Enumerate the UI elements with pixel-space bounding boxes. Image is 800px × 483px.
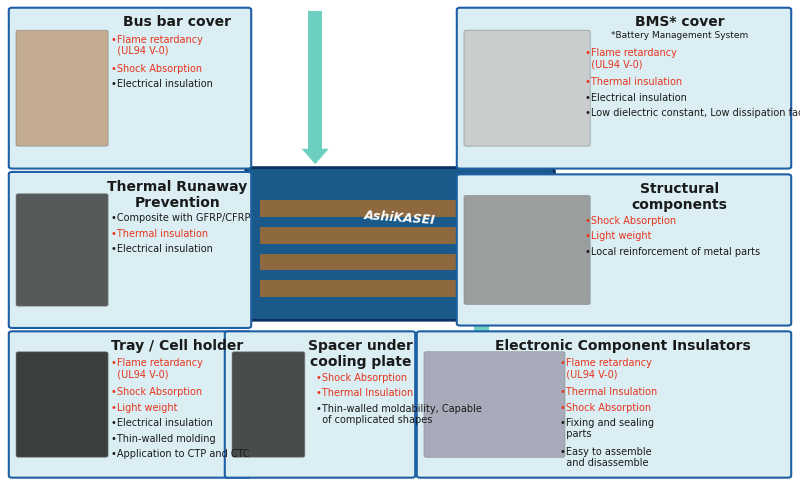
Text: •Thermal insulation: •Thermal insulation — [111, 229, 208, 239]
Polygon shape — [468, 11, 495, 26]
Polygon shape — [260, 254, 540, 270]
Text: •Flame retardancy
  (UL94 V-0): •Flame retardancy (UL94 V-0) — [111, 35, 203, 56]
Text: •Easy to assemble
  and disassemble: •Easy to assemble and disassemble — [560, 447, 651, 469]
Text: •Light weight: •Light weight — [111, 403, 178, 413]
Text: •Low dielectric constant, Low dissipation factor: •Low dielectric constant, Low dissipatio… — [585, 108, 800, 118]
Text: •Thermal insulation: •Thermal insulation — [585, 77, 682, 87]
FancyBboxPatch shape — [16, 352, 108, 457]
Text: •Thermal Insulation: •Thermal Insulation — [560, 387, 657, 398]
Text: •Application to CTP and CTC: •Application to CTP and CTC — [111, 449, 250, 459]
FancyBboxPatch shape — [246, 168, 554, 320]
Text: •Electrical insulation: •Electrical insulation — [111, 244, 213, 255]
Text: BMS* cover: BMS* cover — [635, 15, 725, 29]
FancyBboxPatch shape — [464, 30, 590, 146]
Polygon shape — [302, 149, 329, 164]
Text: •Thin-walled moldability, Capable
  of complicated shapes: •Thin-walled moldability, Capable of com… — [316, 404, 482, 425]
FancyBboxPatch shape — [457, 174, 791, 326]
FancyBboxPatch shape — [9, 331, 251, 478]
FancyBboxPatch shape — [16, 30, 108, 146]
Text: Thermal Runaway
Prevention: Thermal Runaway Prevention — [107, 180, 247, 210]
Polygon shape — [260, 227, 540, 244]
Polygon shape — [474, 189, 489, 333]
Text: Tray / Cell holder: Tray / Cell holder — [111, 339, 243, 353]
Text: Spacer under
cooling plate: Spacer under cooling plate — [308, 339, 413, 369]
Polygon shape — [302, 301, 329, 316]
Polygon shape — [468, 174, 495, 189]
FancyBboxPatch shape — [9, 8, 251, 169]
Text: •Shock Absorption: •Shock Absorption — [585, 216, 676, 226]
FancyBboxPatch shape — [9, 172, 251, 328]
Text: •Shock Absorption: •Shock Absorption — [316, 373, 407, 383]
Text: •Composite with GFRP/CFRP: •Composite with GFRP/CFRP — [111, 213, 250, 224]
FancyBboxPatch shape — [464, 196, 590, 304]
Text: •Light weight: •Light weight — [585, 231, 651, 242]
Text: Electronic Component Insulators: Electronic Component Insulators — [494, 339, 750, 353]
Text: •Flame retardancy
  (UL94 V-0): •Flame retardancy (UL94 V-0) — [585, 48, 677, 70]
Text: *Battery Management System: *Battery Management System — [611, 31, 748, 41]
Text: Bus bar cover: Bus bar cover — [123, 15, 231, 29]
Text: •Local reinforcement of metal parts: •Local reinforcement of metal parts — [585, 247, 760, 257]
Text: •Thin-walled molding: •Thin-walled molding — [111, 434, 216, 444]
FancyBboxPatch shape — [16, 194, 108, 306]
Text: •Flame retardancy
  (UL94 V-0): •Flame retardancy (UL94 V-0) — [111, 358, 203, 380]
Text: •Shock Absorption: •Shock Absorption — [111, 387, 202, 398]
Text: •Electrical insulation: •Electrical insulation — [111, 79, 213, 89]
FancyBboxPatch shape — [417, 331, 791, 478]
Text: AshiKASEI: AshiKASEI — [364, 209, 436, 227]
Text: •Electrical insulation: •Electrical insulation — [111, 418, 213, 428]
Text: •Thermal Insulation: •Thermal Insulation — [316, 388, 414, 398]
Text: •Fixing and sealing
  parts: •Fixing and sealing parts — [560, 418, 654, 440]
Text: •Flame retardancy
  (UL94 V-0): •Flame retardancy (UL94 V-0) — [560, 358, 652, 380]
Text: •Shock Absorption: •Shock Absorption — [560, 403, 651, 413]
FancyBboxPatch shape — [424, 352, 565, 457]
FancyBboxPatch shape — [232, 352, 305, 457]
Text: •Electrical insulation: •Electrical insulation — [585, 93, 686, 103]
Polygon shape — [260, 280, 540, 297]
Polygon shape — [308, 11, 322, 149]
Polygon shape — [308, 174, 322, 301]
Polygon shape — [260, 200, 540, 217]
Polygon shape — [474, 26, 489, 174]
FancyBboxPatch shape — [457, 8, 791, 169]
FancyBboxPatch shape — [225, 331, 415, 478]
Text: •Shock Absorption: •Shock Absorption — [111, 64, 202, 74]
Text: Structural
components: Structural components — [632, 182, 728, 213]
